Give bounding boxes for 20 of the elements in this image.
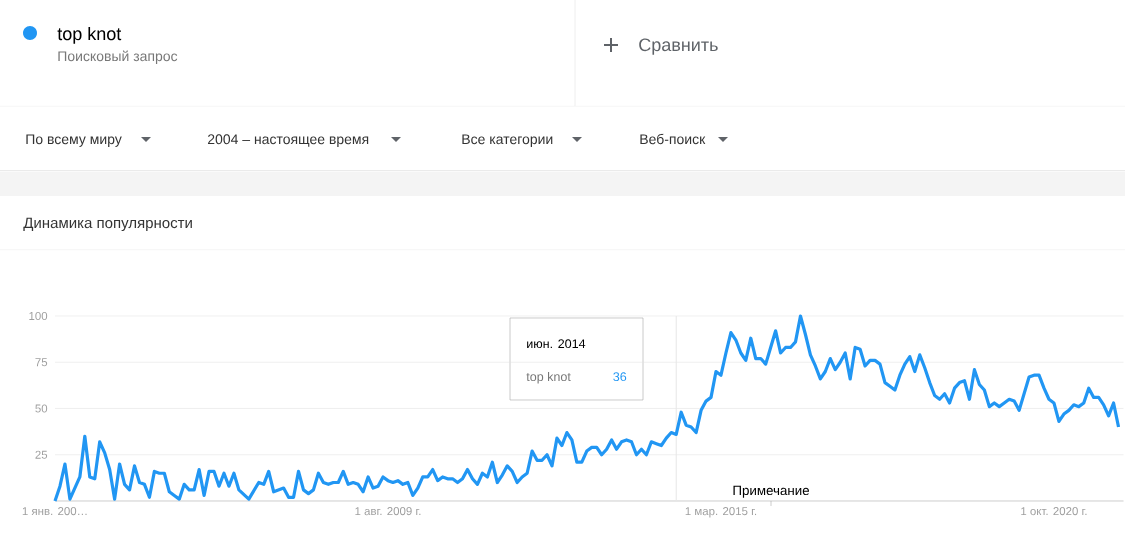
annotation: 36: [613, 372, 627, 382]
x-tick-label: 1 янв. 200…: [22, 507, 87, 516]
chart-title: Динамика популярности: [23, 217, 192, 232]
text: По всему миру: [26, 134, 122, 147]
annotation: июн. 2014: [527, 339, 586, 349]
annotation: Примечание: [733, 485, 810, 498]
y-tick-label: 25: [35, 450, 48, 459]
text: top knot: [526, 371, 571, 384]
x-tick-label: 1 окт. 2020 г.: [1021, 507, 1087, 516]
text: Все категории: [462, 134, 553, 147]
y-tick-label: 50: [35, 404, 48, 413]
x-tick-label: 1 мар. 2015 г.: [685, 507, 757, 518]
x-tick-label: 1 авг. 2009 г.: [355, 507, 421, 516]
y-tick-label: 75: [35, 358, 48, 367]
y-tick-label: 100: [29, 311, 48, 321]
text: Сравнить: [639, 38, 718, 55]
legend-label: top knot: [57, 26, 122, 44]
text: 2004 – настоящее время: [207, 134, 369, 147]
text: Веб-поиск: [640, 133, 706, 145]
text: Поисковый запрос: [58, 50, 178, 64]
